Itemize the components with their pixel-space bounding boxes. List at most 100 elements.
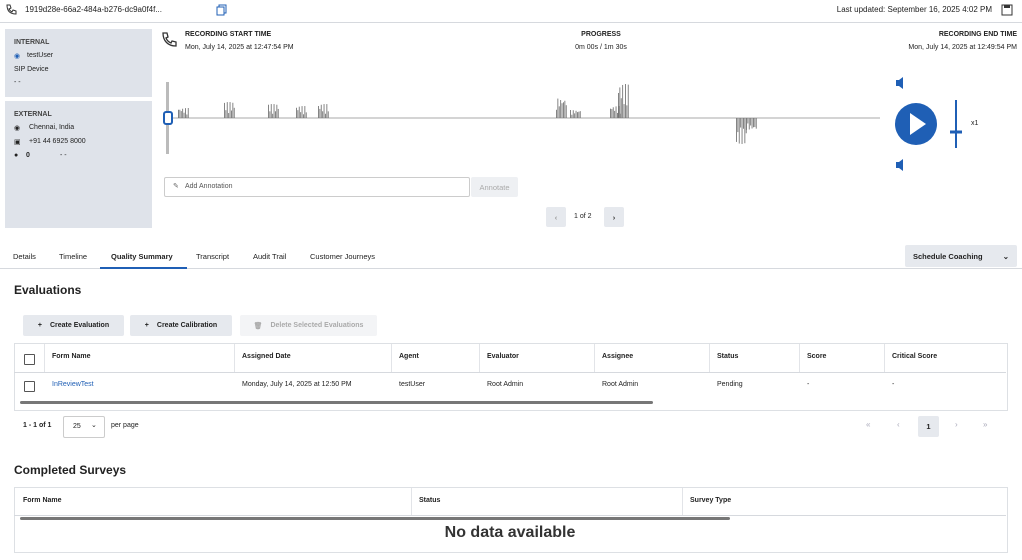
button-icon: + [37,322,42,329]
waveform-bar [748,118,750,130]
external-phone: +91 44 6925 8000 [29,138,86,145]
waveform-bar [224,102,225,118]
waveform-bar [626,105,628,118]
waveform-bar [185,108,186,118]
waveform-bar [623,104,625,118]
tab[interactable]: Timeline [59,252,88,261]
external-location: Chennai, India [29,124,75,131]
save-icon[interactable] [1001,4,1013,16]
copy-icon[interactable] [216,4,228,16]
waveform-bar [610,108,611,118]
evaluations-table [14,343,1008,411]
internal-user: testUser [27,52,54,59]
action-button[interactable]: 🗑 Delete Selected Evaluations [240,315,377,336]
waveform-bar [753,118,754,128]
prev-annotation[interactable]: ‹ [546,207,566,227]
waveform-bar [232,102,234,118]
first-page[interactable]: « [866,420,871,429]
start-time: Mon, July 14, 2025 at 12:47:54 PM [185,44,294,51]
per-page-label: per page [111,422,139,429]
column-header: Agent [399,353,419,360]
button-label: Create Evaluation [49,322,110,329]
column-divider [799,344,800,372]
active-tab-underline [100,267,187,269]
next-annotation[interactable]: › [604,207,624,227]
form-link[interactable]: InReviewTest [52,381,94,388]
waveform-bar [617,112,618,118]
tab[interactable]: Customer Journeys [310,252,376,261]
waveform-bar [226,102,228,118]
checkbox[interactable] [24,381,35,392]
schedule-coaching[interactable]: Schedule Coaching ⌄ [905,245,1017,267]
page-number: 1 [926,422,931,431]
tab[interactable]: Transcript [196,252,230,261]
tab[interactable]: Quality Summary [111,252,173,261]
column-header: Critical Score [892,353,938,360]
waveform-bar [320,104,322,118]
external-label: EXTERNAL [14,111,52,118]
waveform-bar [743,118,744,129]
action-button[interactable]: + Create Evaluation [23,315,124,336]
waveform-bar [272,113,274,118]
waveform-bar [233,107,235,118]
next-page[interactable]: › [955,420,958,429]
call-icon [162,32,177,47]
waveform-bar [225,110,227,118]
waveform-bar [740,118,742,128]
waveform-bar [620,98,622,118]
waveform-bar [558,106,560,118]
button-icon: + [144,322,149,329]
cell: Root Admin [602,381,639,388]
prev-page[interactable]: ‹ [897,420,900,429]
tab[interactable]: Details [13,252,36,261]
external-count: 0 [26,152,30,159]
per-page-value: 25 [73,423,81,430]
playhead-handle[interactable] [163,111,173,125]
annotate-label: Annotate [479,182,510,192]
waveform-bar [182,108,184,118]
cell: Monday, July 14, 2025 at 12:50 PM [242,381,352,388]
range: 1 - 1 of 1 [23,422,52,429]
progress-label: PROGRESS [581,31,621,38]
tab[interactable]: Audit Trail [253,252,287,261]
current-page[interactable]: 1 [918,416,939,437]
per-page-select[interactable]: 25 ⌄ [63,416,105,438]
volume-down[interactable] [896,159,903,171]
volume-up[interactable] [896,77,903,89]
column-header: Status [717,353,739,360]
waveform-bar [327,111,329,118]
waveform-bar [303,114,304,118]
waveform [163,82,880,154]
annotation-pager: 1 of 2 [574,213,592,220]
last-page[interactable]: » [983,420,988,429]
waveform-bar [305,112,307,118]
waveform-bar [326,104,328,118]
waveform-bar [298,106,300,118]
scrollbar[interactable] [20,401,653,404]
column-header: Assigned Date [242,353,291,360]
column-divider [391,344,392,372]
internal-label: INTERNAL [14,39,50,46]
cell: testUser [399,381,426,388]
internal-device: SIP Device [14,66,49,73]
waveform-bar [565,105,567,118]
cell: - [807,381,810,388]
checkbox[interactable] [24,354,35,365]
annotate-button[interactable]: Annotate [471,177,518,197]
column-header: Form Name [23,497,62,504]
header-divider [0,22,1022,23]
column-divider [884,344,885,372]
column-divider [594,344,595,372]
waveform-bar [755,118,757,129]
column-divider [234,344,235,372]
column-divider [682,488,683,515]
annotation-input[interactable]: ✎ Add Annotation [164,177,470,197]
scrollbar[interactable] [20,517,730,520]
waveform-bar [744,118,746,144]
action-button[interactable]: + Create Calibration [130,315,232,336]
progress: 0m 00s / 1m 30s [575,44,627,51]
phone-icon: ▣ [14,139,21,146]
waveform-bar [556,109,557,118]
waveform-bar [578,111,580,118]
waveform-bar [611,109,613,118]
